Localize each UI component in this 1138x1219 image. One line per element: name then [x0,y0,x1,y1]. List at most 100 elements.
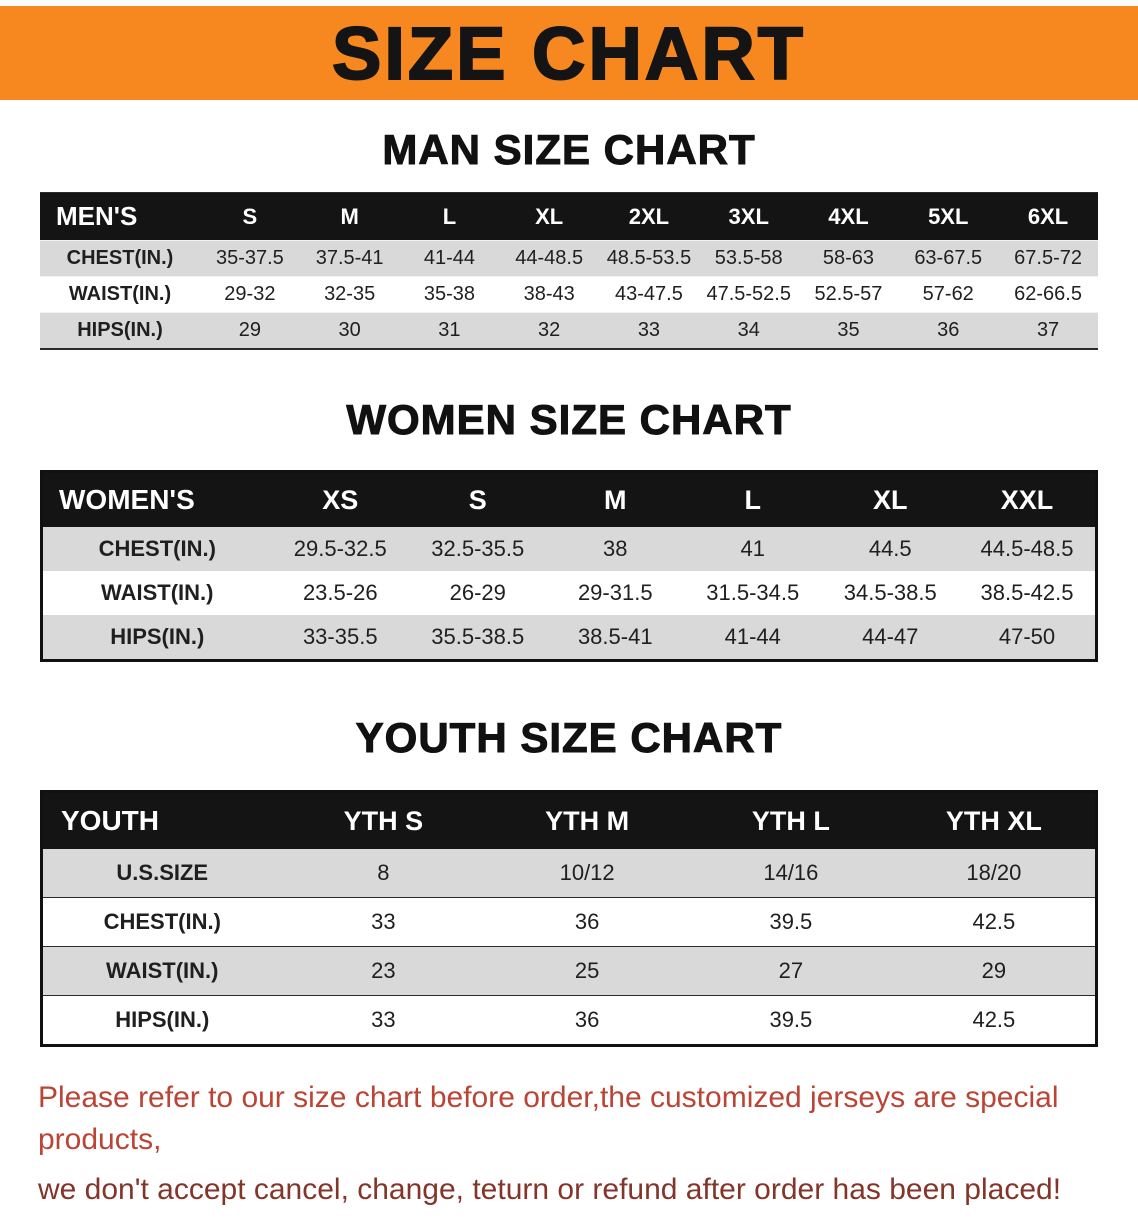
row-label: WAIST(IN.) [101,580,214,605]
size-value: 26-29 [449,580,506,605]
size-column-header: L [399,192,500,241]
size-column-header: 6XL [998,192,1098,241]
size-value: 32 [538,319,561,341]
size-value: 43-47.5 [615,283,683,305]
size-value: 47.5-52.5 [706,283,791,305]
size-value: 27 [778,958,804,983]
size-value: 31 [438,319,461,341]
row-label: WAIST(IN.) [68,283,172,305]
size-value: 29.5-32.5 [293,536,387,561]
disclaimer-line-2: we don't accept cancel, change, teturn o… [38,1173,1062,1206]
size-value: 47-50 [998,624,1056,649]
table-row: HIPS(IN.) 33-35.5 35.5-38.5 38.5-41 41-44 44-… [41,615,1097,661]
row-label: CHEST(IN.) [103,909,221,934]
size-value: 37.5-41 [315,247,384,269]
size-value: 63-67.5 [914,247,983,269]
size-column-header: XL [821,471,959,527]
size-column-header: XS [271,471,409,527]
size-value: 33-35.5 [302,624,378,649]
size-value: 23 [371,958,396,983]
disclaimer: Please refer to our size chart before or… [38,1077,1100,1211]
size-value: 39.5 [769,1007,813,1032]
men-section: MAN SIZE CHART MEN'S S M L XL 2XL 3XL 4XL 5XL 6XL… [0,126,1138,350]
size-column-header: L [684,471,822,527]
size-column-header: S [409,471,547,527]
size-value: 44.5-48.5 [980,536,1074,561]
size-column-header: YTH S [281,791,486,849]
youth-section: YOUTH SIZE CHART YOUTH YTH S YTH M YTH L YTH… [0,714,1138,1047]
size-value: 23.5-26 [302,580,378,605]
banner: SIZE CHART [0,6,1138,100]
table-row: CHEST(IN.) 29.5-32.5 32.5-35.5 38 41 44.5 44.5… [41,527,1097,571]
size-value: 38-43 [523,283,575,305]
women-size-table: WOMEN'S XS S M L XL XXL CHEST(IN.) 29.5-32.5 32.5… [40,470,1098,662]
size-column-header: YTH XL [892,791,1097,849]
row-label: HIPS(IN.) [115,1007,210,1032]
size-column-header: S [200,192,300,241]
youth-size-table: YOUTH YTH S YTH M YTH L YTH XL U.S.SIZE 8 10/12… [40,790,1098,1047]
size-value: 35 [837,319,860,341]
table-row: CHEST(IN.) 35-37.5 37.5-41 41-44 44-48.5 48.5… [40,240,1098,277]
size-value: 44-48.5 [515,247,584,269]
table-row: WAIST(IN.) 23.5-26 26-29 29-31.5 31.5-34.5 34… [41,571,1097,615]
table-row: HIPS(IN.) 29 30 31 32 33 34 35 36 37 [40,312,1098,349]
size-value: 29 [238,319,261,341]
size-value: 29-31.5 [577,580,653,605]
table-category-header: YOUTH [41,791,282,849]
size-value: 33 [371,1007,396,1032]
size-column-header: 2XL [599,192,699,241]
size-value: 44-47 [862,624,919,649]
banner-title: SIZE CHART [331,11,806,96]
size-value: 14/16 [763,860,819,885]
size-value: 42.5 [972,1007,1016,1032]
women-heading: WOMEN SIZE CHART [346,396,792,444]
table-row: CHEST(IN.) 33 36 39.5 42.5 [41,897,1097,947]
size-value: 42.5 [972,909,1016,934]
size-value: 36 [574,909,600,934]
table-category-header: WOMEN'S [41,471,272,527]
row-label: CHEST(IN.) [98,536,216,561]
size-value: 18/20 [966,860,1022,885]
size-column-header: 3XL [698,192,799,241]
size-value: 52.5-57 [814,283,883,305]
table-row: WAIST(IN.) 23 25 27 29 [41,946,1097,996]
size-value: 35-38 [423,283,475,305]
size-value: 25 [574,958,600,983]
size-value: 29 [981,958,1007,983]
table-row: WAIST(IN.) 29-32 32-35 35-38 38-43 43-47.5 47.… [40,276,1098,313]
size-value: 38.5-41 [577,624,653,649]
table-row: HIPS(IN.) 33 36 39.5 42.5 [41,995,1097,1046]
size-value: 57-62 [922,283,974,305]
row-label: HIPS(IN.) [77,319,163,341]
size-value: 32.5-35.5 [431,536,525,561]
size-value: 8 [377,860,390,885]
row-label: HIPS(IN.) [110,624,205,649]
size-column-header: M [299,192,400,241]
size-column-header: XL [499,192,600,241]
disclaimer-line-1: Please refer to our size chart before or… [38,1081,1059,1156]
size-column-header: XXL [959,471,1097,527]
table-category-header: MEN'S [40,192,200,241]
size-value: 10/12 [559,860,615,885]
size-value: 38.5-42.5 [980,580,1074,605]
men-heading: MAN SIZE CHART [382,126,756,174]
size-value: 67.5-72 [1014,247,1082,269]
size-value: 36 [574,1007,600,1032]
size-value: 37 [1036,319,1060,341]
size-value: 34.5-38.5 [843,580,937,605]
size-value: 36 [937,319,960,341]
table-header-row: YOUTH YTH S YTH M YTH L YTH XL [41,791,1097,849]
size-value: 41-44 [724,624,781,649]
row-label: CHEST(IN.) [66,247,174,269]
size-column-header: YTH L [689,791,893,849]
size-value: 41-44 [423,247,475,269]
size-column-header: YTH M [485,791,689,849]
table-header-row: WOMEN'S XS S M L XL XXL [41,471,1097,527]
size-value: 33 [637,319,661,341]
size-value: 31.5-34.5 [706,580,800,605]
size-value: 35.5-38.5 [431,624,525,649]
size-value: 62-66.5 [1014,283,1082,305]
size-column-header: 5XL [898,192,999,241]
size-value: 35-37.5 [215,247,284,269]
